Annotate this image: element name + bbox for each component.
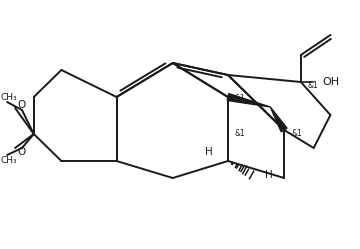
Text: &1: &1	[308, 80, 319, 89]
Text: &1: &1	[291, 128, 302, 137]
Text: &1: &1	[235, 128, 246, 137]
Polygon shape	[227, 94, 270, 107]
Text: OH: OH	[323, 77, 340, 87]
Text: O: O	[18, 100, 26, 110]
Text: CH₃: CH₃	[1, 155, 18, 165]
Text: H: H	[265, 170, 273, 180]
Text: &1: &1	[235, 94, 246, 103]
Polygon shape	[270, 107, 287, 132]
Text: CH₃: CH₃	[1, 92, 18, 102]
Text: O: O	[18, 147, 26, 157]
Text: H: H	[205, 147, 213, 157]
